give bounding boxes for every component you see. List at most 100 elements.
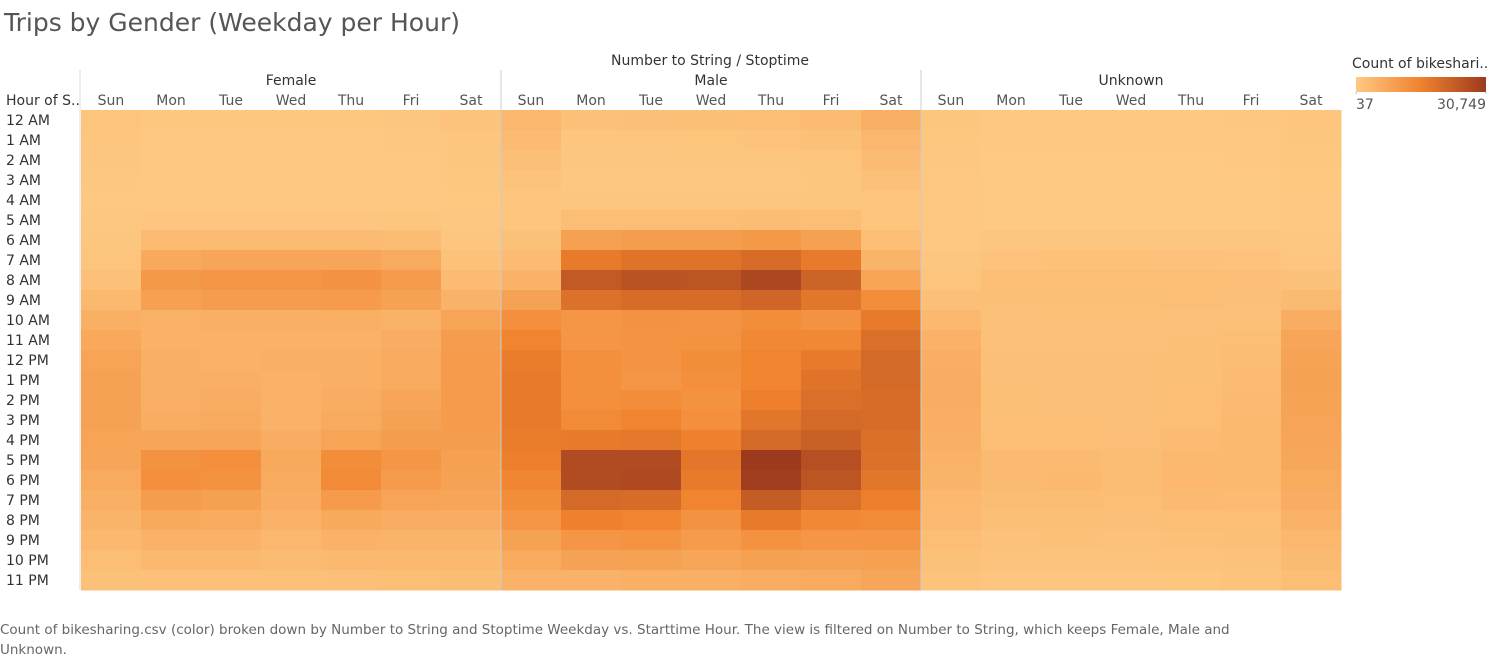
cell [621,430,682,451]
cell [1041,310,1102,331]
cell [381,150,442,171]
cell [561,190,622,211]
cell [141,570,202,591]
cell [1221,210,1282,231]
cell [141,250,202,271]
cell [501,410,562,431]
cell [1281,470,1342,491]
cell [981,350,1042,371]
cell [1041,470,1102,491]
cell [501,190,562,211]
cell [741,410,802,431]
cell [621,250,682,271]
cell [561,370,622,391]
cell [1101,390,1162,411]
x-tick-label: Fri [403,93,420,109]
cell [621,470,682,491]
cell [141,490,202,511]
cell [681,350,742,371]
cell [1161,450,1222,471]
cell [141,110,202,131]
cell [1281,210,1342,231]
cell [1101,530,1162,551]
cell [441,190,502,211]
cell [201,250,262,271]
cell [81,270,142,291]
y-tick-label: 8 PM [6,513,40,529]
y-tick-label: 8 AM [6,273,41,289]
cell [501,310,562,331]
cell [741,270,802,291]
cell [441,130,502,151]
cell [321,530,382,551]
cell [1161,410,1222,431]
cell [861,250,922,271]
y-tick-label: 1 AM [6,133,41,149]
x-tick-label: Wed [696,93,727,109]
cell [561,210,622,231]
y-tick-label: 3 AM [6,173,41,189]
cell [561,490,622,511]
cell [201,350,262,371]
cell [501,350,562,371]
cell [561,130,622,151]
cell [621,110,682,131]
cell [81,230,142,251]
cell [801,230,862,251]
cell [621,170,682,191]
cell [801,470,862,491]
cell [801,190,862,211]
cell [441,550,502,571]
chart-title: Trips by Gender (Weekday per Hour) [3,8,460,37]
cell [261,130,322,151]
cell [561,150,622,171]
cell [861,170,922,191]
cell [1161,530,1222,551]
cell [441,250,502,271]
cell [321,230,382,251]
cell [381,470,442,491]
cell [801,130,862,151]
cell [1041,490,1102,511]
cell [801,410,862,431]
cell [381,450,442,471]
cell [381,290,442,311]
cell [981,270,1042,291]
cell [861,230,922,251]
cell [681,370,742,391]
cell [381,430,442,451]
cell [201,450,262,471]
cell [81,170,142,191]
cell [1221,470,1282,491]
cell [561,250,622,271]
legend-ramp [1356,77,1486,92]
y-tick-label: 4 AM [6,193,41,209]
cell [1101,570,1162,591]
cell [801,430,862,451]
cell [1101,150,1162,171]
cell [1041,190,1102,211]
cell [921,430,982,451]
cell [1221,370,1282,391]
cell [1041,510,1102,531]
cell [801,570,862,591]
cell [1281,430,1342,451]
cell [1281,550,1342,571]
cell [561,230,622,251]
cell [681,290,742,311]
cell [1221,390,1282,411]
x-tick-label: Thu [1177,93,1204,109]
cell [381,210,442,231]
cell [321,450,382,471]
cell [141,270,202,291]
cell [1101,290,1162,311]
cell [981,430,1042,451]
cell [1281,310,1342,331]
cell [501,150,562,171]
x-tick-label: Thu [337,93,364,109]
cell [141,170,202,191]
cell [561,510,622,531]
cell [1221,350,1282,371]
cell [861,290,922,311]
